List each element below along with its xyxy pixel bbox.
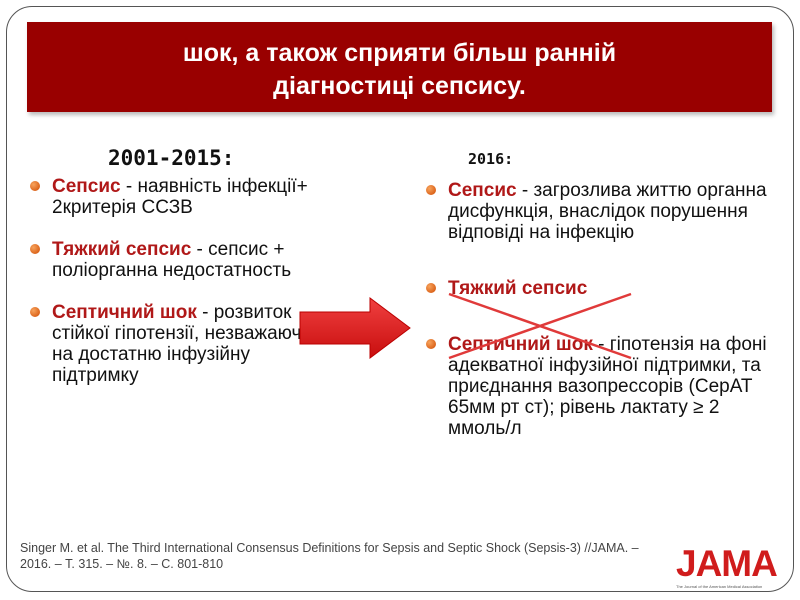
citation: Singer M. et al. The Third International… (20, 541, 639, 571)
bullet-icon (426, 185, 436, 195)
list-item: Септичний шок - гіпотензія на фоні адекв… (426, 334, 776, 439)
left-column: Сепсис - наявність інфекції+ 2критерія С… (30, 176, 330, 407)
jama-logo: JAMA (676, 543, 778, 584)
bullet-icon (30, 244, 40, 254)
bullet-icon (30, 307, 40, 317)
list-item-crossed: Тяжкий сепсис (426, 278, 776, 299)
bullet-icon (426, 283, 436, 293)
list-item: Тяжкий сепсис - сепсис + поліорганна нед… (30, 239, 330, 281)
list-item: Сепсис - наявність інфекції+ 2критерія С… (30, 176, 330, 218)
bullet-icon (426, 339, 436, 349)
banner-line-1: шок, а також сприяти більш ранній (182, 39, 617, 67)
list-item: Сепсис - загрозлива життю органна дисфун… (426, 180, 776, 243)
banner-line-2: діагностиці сепсису. (273, 72, 526, 100)
right-heading: 2016: (468, 150, 514, 168)
list-item: Септичний шок - розвиток стійкої гіпотен… (30, 302, 330, 386)
title-banner: шок, а також сприяти більш ранній діагно… (27, 22, 772, 112)
slide-frame (6, 6, 794, 592)
cross-out-icon (448, 292, 632, 360)
arrow-right-icon (299, 297, 411, 359)
left-heading: 2001-2015: (108, 146, 235, 170)
bullet-icon (30, 181, 40, 191)
right-column: Сепсис - загрозлива життю органна дисфун… (426, 180, 776, 460)
jama-logo-subtitle: The Journal of the American Medical Asso… (676, 584, 763, 589)
